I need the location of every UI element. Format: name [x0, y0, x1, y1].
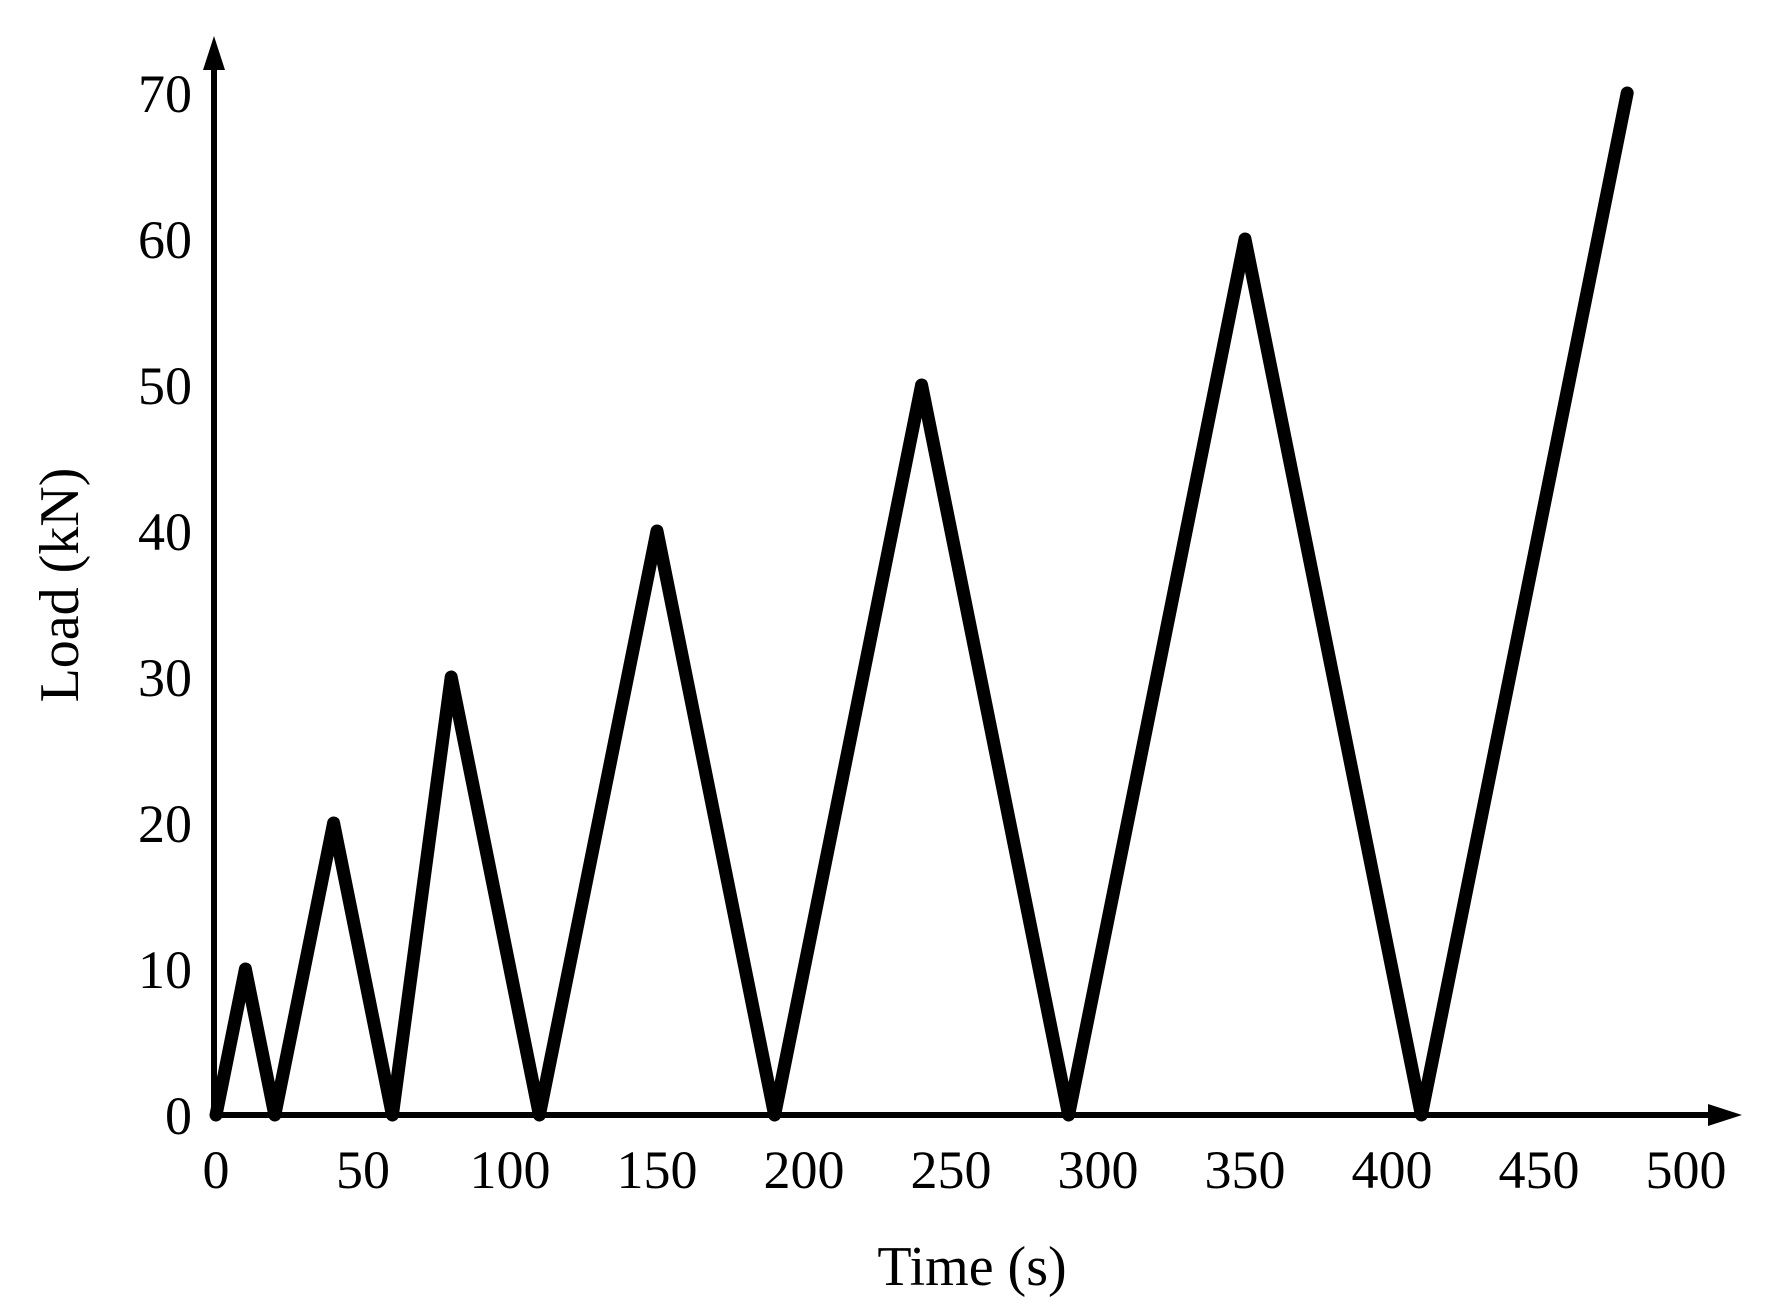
- x-tick-label: 0: [203, 1140, 230, 1200]
- x-axis-arrow: [1708, 1104, 1742, 1126]
- data-point: [655, 529, 659, 533]
- data-point: [537, 1113, 542, 1117]
- x-tick-labels: 0 50 100 150 200 250 300 350 400 450 500: [203, 1140, 1727, 1200]
- y-tick-label: 0: [165, 1086, 192, 1146]
- x-tick-label: 350: [1205, 1140, 1286, 1200]
- y-tick-label: 20: [138, 794, 192, 854]
- data-point: [449, 675, 454, 679]
- data-point: [1066, 1113, 1071, 1117]
- y-tick-label: 40: [138, 502, 192, 562]
- x-tick-label: 400: [1352, 1140, 1433, 1200]
- data-point: [1419, 1113, 1424, 1117]
- series-points: [214, 91, 1630, 1117]
- x-tick-label: 450: [1499, 1140, 1580, 1200]
- y-axis-title: Load (kN): [29, 468, 91, 703]
- y-tick-label: 30: [138, 648, 192, 708]
- data-point: [243, 967, 248, 971]
- data-point: [272, 1113, 277, 1117]
- data-point: [390, 1113, 395, 1117]
- x-axis-title: Time (s): [877, 1236, 1066, 1298]
- y-tick-label: 50: [138, 356, 192, 416]
- x-tick-label: 250: [911, 1140, 992, 1200]
- load-series-line: [209, 86, 1634, 1122]
- y-tick-label: 60: [138, 210, 192, 270]
- y-tick-labels: 0 10 20 30 40 50 60 70: [138, 64, 192, 1146]
- x-tick-label: 500: [1646, 1140, 1727, 1200]
- data-point: [331, 821, 336, 825]
- y-tick-label: 10: [138, 940, 192, 1000]
- x-tick-label: 300: [1058, 1140, 1139, 1200]
- data-point: [1625, 91, 1630, 95]
- data-point: [772, 1113, 777, 1117]
- x-tick-label: 50: [336, 1140, 390, 1200]
- x-tick-label: 150: [617, 1140, 698, 1200]
- x-tick-label: 100: [470, 1140, 551, 1200]
- x-tick-label: 200: [764, 1140, 845, 1200]
- data-point: [919, 383, 924, 387]
- data-point: [1243, 237, 1247, 241]
- y-tick-label: 70: [138, 64, 192, 124]
- data-point: [214, 1113, 218, 1117]
- y-axis-arrow: [203, 36, 225, 70]
